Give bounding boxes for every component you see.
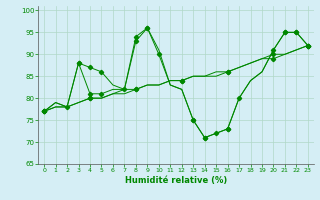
X-axis label: Humidité relative (%): Humidité relative (%) (125, 176, 227, 185)
